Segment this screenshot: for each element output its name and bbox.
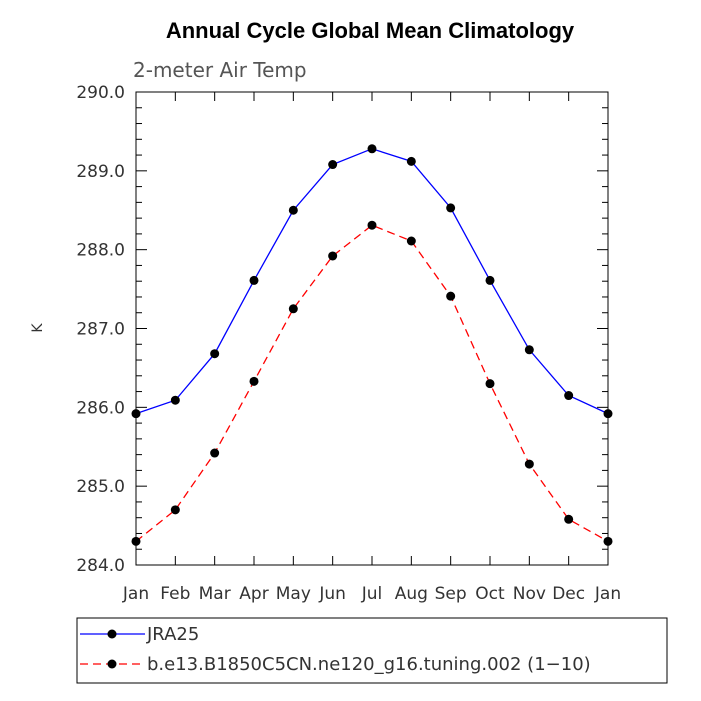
data-point — [524, 459, 534, 469]
data-point — [485, 275, 495, 285]
x-tick-label: Mar — [199, 584, 231, 604]
data-point — [131, 409, 141, 419]
data-point — [485, 379, 495, 389]
x-tick-label: Aug — [395, 584, 428, 604]
data-point — [564, 391, 574, 401]
axes: Jan Feb Mar Apr May Jun Jul Aug Sep Oct Nov Dec Jan 2… — [76, 83, 621, 604]
data-point — [328, 251, 338, 261]
x-tick-label: Jan — [122, 584, 149, 604]
x-tick-label: Oct — [475, 584, 505, 604]
y-tick-label: 290.0 — [76, 83, 125, 103]
data-point — [406, 236, 416, 246]
y-tick-label: 288.0 — [76, 241, 125, 261]
legend-marker — [107, 629, 117, 639]
data-point — [603, 536, 613, 546]
y-axis-label: K — [30, 323, 46, 333]
x-tick-label: Feb — [160, 584, 190, 604]
chart-title: Annual Cycle Global Mean Climatology — [166, 18, 575, 43]
data-point — [288, 304, 298, 314]
data-point — [328, 160, 338, 170]
legend: JRA25 b.e13.B1850C5CN.ne120_g16.tuning.00… — [76, 617, 668, 684]
x-tick-label: Jan — [594, 584, 621, 604]
data-point — [249, 275, 259, 285]
plot-frame — [135, 91, 609, 566]
y-tick-label: 285.0 — [76, 477, 125, 497]
x-tick-label: Nov — [513, 584, 546, 604]
legend-label: JRA25 — [146, 624, 199, 645]
data-point — [603, 409, 613, 419]
data-point — [367, 220, 377, 230]
x-tick-label: May — [276, 584, 311, 604]
data-point — [249, 376, 259, 386]
x-tick-label: Dec — [552, 584, 585, 604]
x-tick-label: Jul — [361, 584, 383, 604]
y-tick-label: 284.0 — [76, 556, 125, 576]
data-point — [210, 448, 220, 458]
data-point — [170, 395, 180, 405]
legend-marker — [107, 659, 117, 669]
x-tick-label: Sep — [435, 584, 467, 604]
data-point — [131, 536, 141, 546]
y-tick-label: 287.0 — [76, 320, 125, 340]
data-point — [367, 144, 377, 154]
series-line — [135, 224, 609, 542]
series-1 — [131, 144, 613, 419]
data-point — [446, 291, 456, 301]
legend-box — [76, 617, 668, 684]
series-line — [135, 148, 609, 415]
data-point — [210, 349, 220, 359]
data-point — [288, 205, 298, 215]
series-2 — [131, 220, 613, 546]
legend-label: b.e13.B1850C5CN.ne120_g16.tuning.002 (1−… — [147, 654, 591, 675]
chart-subtitle: 2-meter Air Temp — [133, 58, 307, 82]
y-tick-label: 289.0 — [76, 162, 125, 182]
data-point — [170, 505, 180, 515]
x-tick-label: Jun — [318, 584, 346, 604]
data-point — [564, 514, 574, 524]
x-tick-label: Apr — [239, 584, 268, 604]
y-tick-label: 286.0 — [76, 398, 125, 418]
data-point — [524, 345, 534, 355]
series-layer — [131, 144, 613, 546]
data-point — [446, 203, 456, 213]
data-point — [406, 156, 416, 166]
